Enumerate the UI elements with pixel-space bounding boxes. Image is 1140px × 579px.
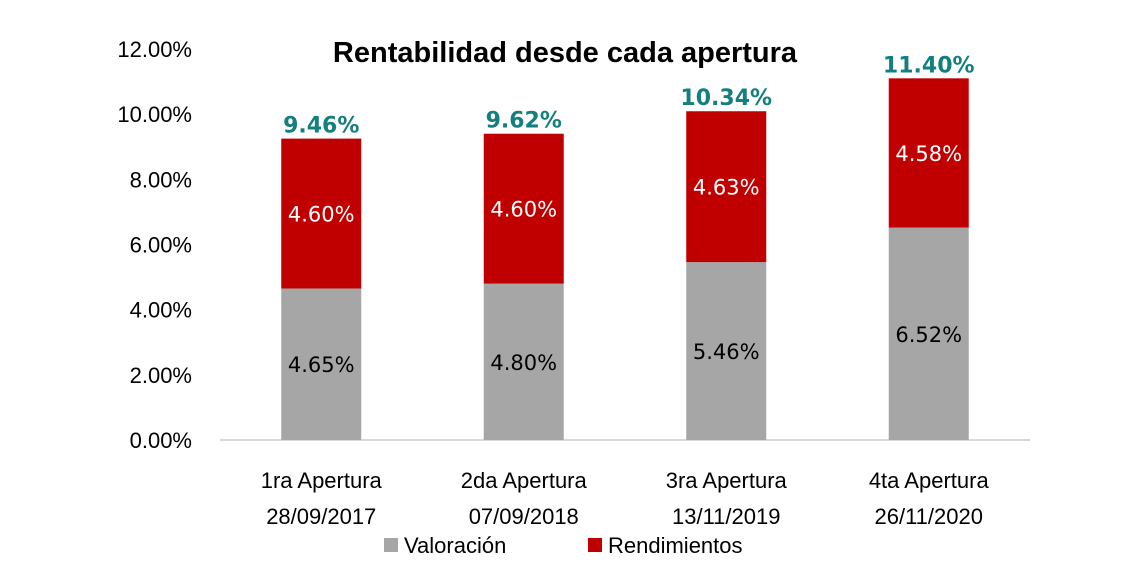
legend-swatch: [384, 538, 398, 552]
y-tick-label: 0.00%: [130, 428, 192, 453]
x-tick-label: 4ta Apertura: [869, 468, 990, 493]
total-label: 9.62%: [486, 109, 562, 134]
total-label: 9.46%: [283, 114, 359, 139]
y-tick-label: 2.00%: [130, 363, 192, 388]
data-label: 4.80%: [490, 351, 557, 375]
bar-valoracion: [483, 283, 564, 440]
bar-valoracion: [888, 227, 969, 440]
data-label: 5.46%: [693, 340, 760, 364]
x-tick-label: 2da Apertura: [461, 468, 588, 493]
data-label: 4.58%: [895, 142, 962, 166]
bar-rendimientos: [483, 133, 564, 284]
bars: 4.65% 4.60% 9.46% 4.80% 4.60% 9.62% 5.46% 4.63%…: [281, 53, 975, 440]
x-tick-label: 28/09/2017: [266, 504, 376, 529]
data-label: 4.60%: [288, 203, 355, 227]
y-tick-label: 10.00%: [117, 102, 192, 127]
bar-rendimientos: [686, 111, 767, 263]
bar-rendimientos: [281, 138, 362, 289]
x-tick-label: 3ra Apertura: [666, 468, 788, 493]
total-label: 11.40%: [883, 53, 975, 78]
legend-label: Valoración: [404, 533, 506, 558]
chart-title: Rentabilidad desde cada apertura: [333, 37, 798, 69]
y-axis: 0.00% 2.00% 4.00% 6.00% 8.00% 10.00% 12.00%: [117, 37, 192, 453]
x-tick-label: 1ra Apertura: [261, 468, 383, 493]
legend-swatch: [588, 538, 602, 552]
data-label: 4.63%: [693, 176, 760, 200]
data-label: 6.52%: [895, 323, 962, 347]
y-tick-label: 8.00%: [130, 167, 192, 192]
bar-rendimientos: [888, 78, 969, 228]
x-tick-label: 07/09/2018: [469, 504, 579, 529]
bar-valoracion: [686, 262, 767, 440]
legend: Valoración Rendimientos: [384, 533, 743, 558]
legend-label: Rendimientos: [608, 533, 743, 558]
y-tick-label: 12.00%: [117, 37, 192, 62]
bar-valoracion: [281, 288, 362, 440]
x-axis-labels: 1ra Apertura 28/09/2017 2da Apertura 07/09/…: [261, 468, 990, 529]
total-label: 10.34%: [680, 86, 772, 111]
y-tick-label: 4.00%: [130, 298, 192, 323]
x-tick-label: 26/11/2020: [875, 504, 983, 529]
data-label: 4.65%: [288, 353, 355, 377]
y-tick-label: 6.00%: [130, 233, 192, 258]
x-tick-label: 13/11/2019: [672, 504, 780, 529]
data-label: 4.60%: [490, 198, 557, 222]
